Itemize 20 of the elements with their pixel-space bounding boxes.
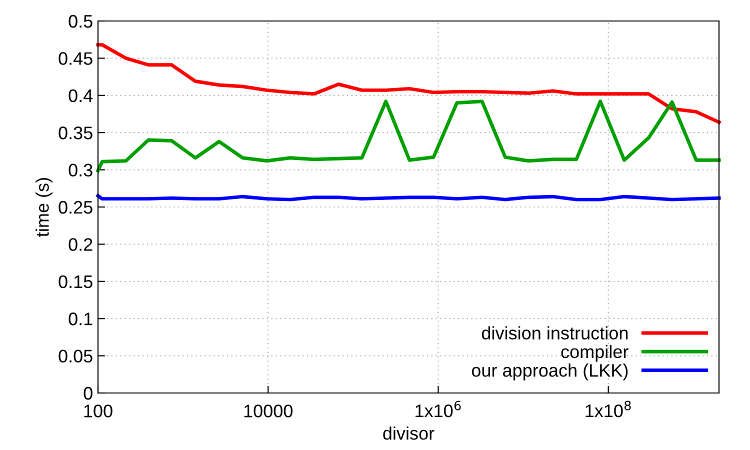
y-tick-label: 0.05	[58, 350, 92, 363]
y-tick-label: 0.4	[68, 89, 93, 102]
y-tick-label: 0.2	[68, 238, 92, 251]
x-tick-label: 100	[84, 404, 112, 418]
x-tick-label: 1x10$^{6}$	[416, 400, 461, 418]
y-tick-label: 0.1	[68, 312, 92, 326]
legend-label: compiler	[561, 344, 628, 362]
y-tick-label: 0.45	[58, 52, 92, 65]
x-axis-title: divisor	[383, 426, 434, 440]
x-tick-label: 1x10$^{8}$	[586, 400, 631, 418]
y-axis-title: time (s)	[36, 178, 52, 237]
x-tick-label: 10000	[244, 404, 293, 418]
y-tick-label: 0	[84, 386, 92, 400]
y-tick-label: 0.3	[68, 164, 92, 177]
y-tick-label: 0.15	[58, 275, 92, 288]
legend-label: our approach (LKK)	[472, 364, 628, 380]
y-tick-label: 0.25	[58, 200, 92, 214]
y-tick-label: 0.35	[58, 126, 92, 140]
y-tick-label: 0.5	[68, 14, 92, 28]
legend-label: division instruction	[482, 326, 628, 340]
